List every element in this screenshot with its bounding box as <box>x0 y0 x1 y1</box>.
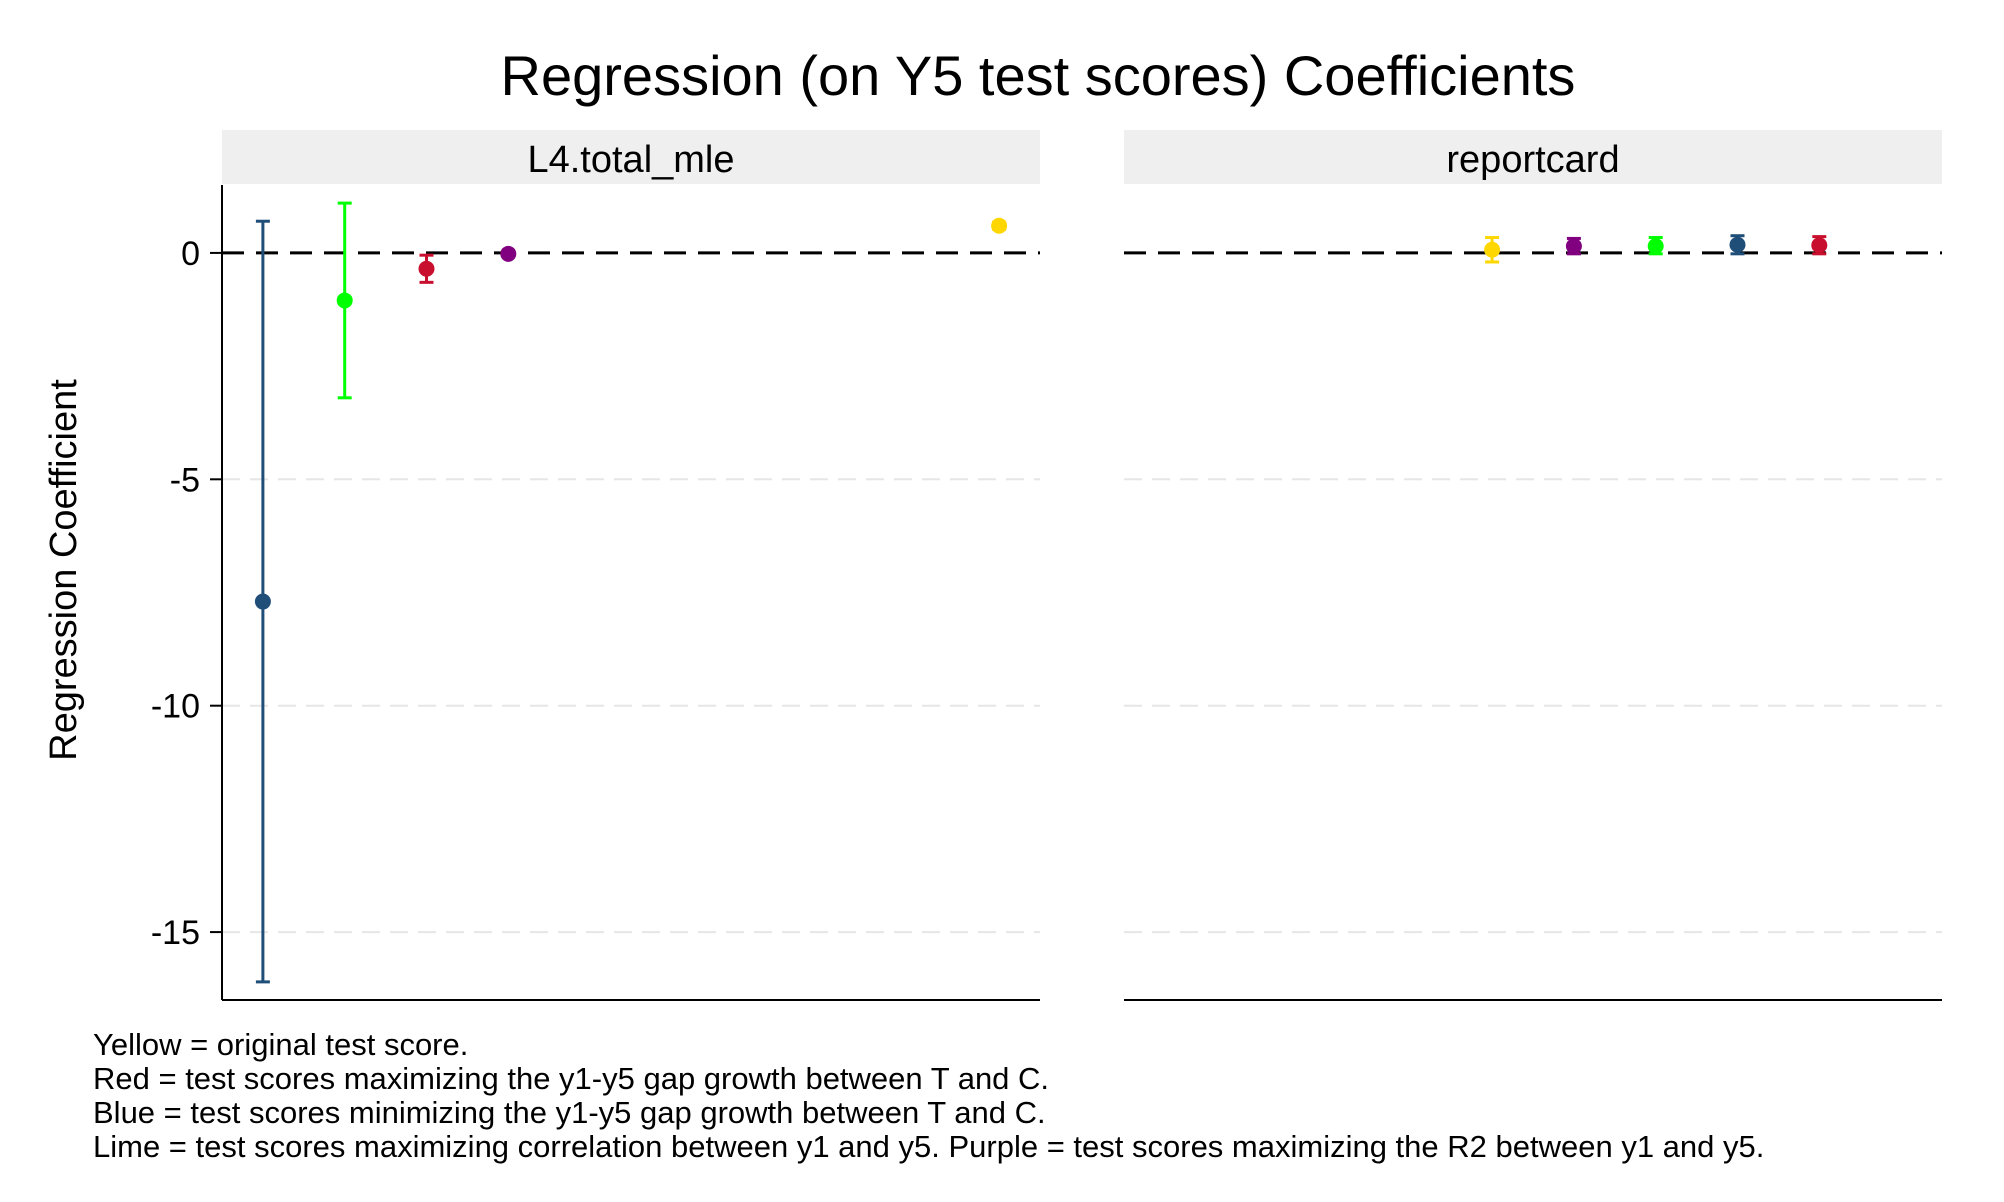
estimate-marker <box>1484 241 1501 258</box>
panel-header <box>1124 130 1942 184</box>
estimate-marker <box>991 217 1008 234</box>
coefficient-yellow <box>1484 236 1501 264</box>
coefficient-lime <box>336 201 353 400</box>
y-axis-label: Regression Coefficient <box>43 379 85 761</box>
estimate-marker <box>254 593 271 610</box>
y-tick-label: -10 <box>151 688 200 726</box>
coefficient-red <box>1811 235 1828 256</box>
plot-area: 0 -5 -10 -15 L4.total_mle reportcard <box>151 130 1942 1001</box>
estimate-marker <box>418 260 435 277</box>
footnote-line: Yellow = original test score. <box>93 1027 468 1062</box>
estimate-marker <box>1565 238 1582 255</box>
estimate-marker <box>1729 236 1746 253</box>
coefficient-red <box>418 253 435 284</box>
estimate-marker <box>500 245 517 262</box>
estimate-marker <box>1647 238 1664 255</box>
coefficient-blue <box>1729 234 1746 256</box>
estimate-marker <box>1811 237 1828 254</box>
panel-header-label: reportcard <box>1446 139 1619 181</box>
panel-header <box>222 130 1040 184</box>
coefficient-yellow <box>991 217 1008 234</box>
footnotes: Yellow = original test score.Red = test … <box>93 1027 1764 1164</box>
y-tick-label: -15 <box>151 914 200 952</box>
chart-title: Regression (on Y5 test scores) Coefficie… <box>501 44 1576 107</box>
coefficient-blue <box>254 219 271 984</box>
coefficient-lime <box>1647 236 1664 256</box>
footnote-line: Lime = test scores maximizing correlatio… <box>93 1129 1764 1164</box>
footnote-line: Red = test scores maximizing the y1-y5 g… <box>93 1061 1049 1096</box>
y-tick-label: 0 <box>181 235 200 273</box>
panel-header-label: L4.total_mle <box>527 139 734 181</box>
coefficient-purple <box>1565 236 1582 256</box>
y-tick-label: -5 <box>170 461 200 499</box>
coefficient-purple <box>500 245 517 262</box>
footnote-line: Blue = test scores minimizing the y1-y5 … <box>93 1095 1046 1130</box>
estimate-marker <box>336 292 353 309</box>
